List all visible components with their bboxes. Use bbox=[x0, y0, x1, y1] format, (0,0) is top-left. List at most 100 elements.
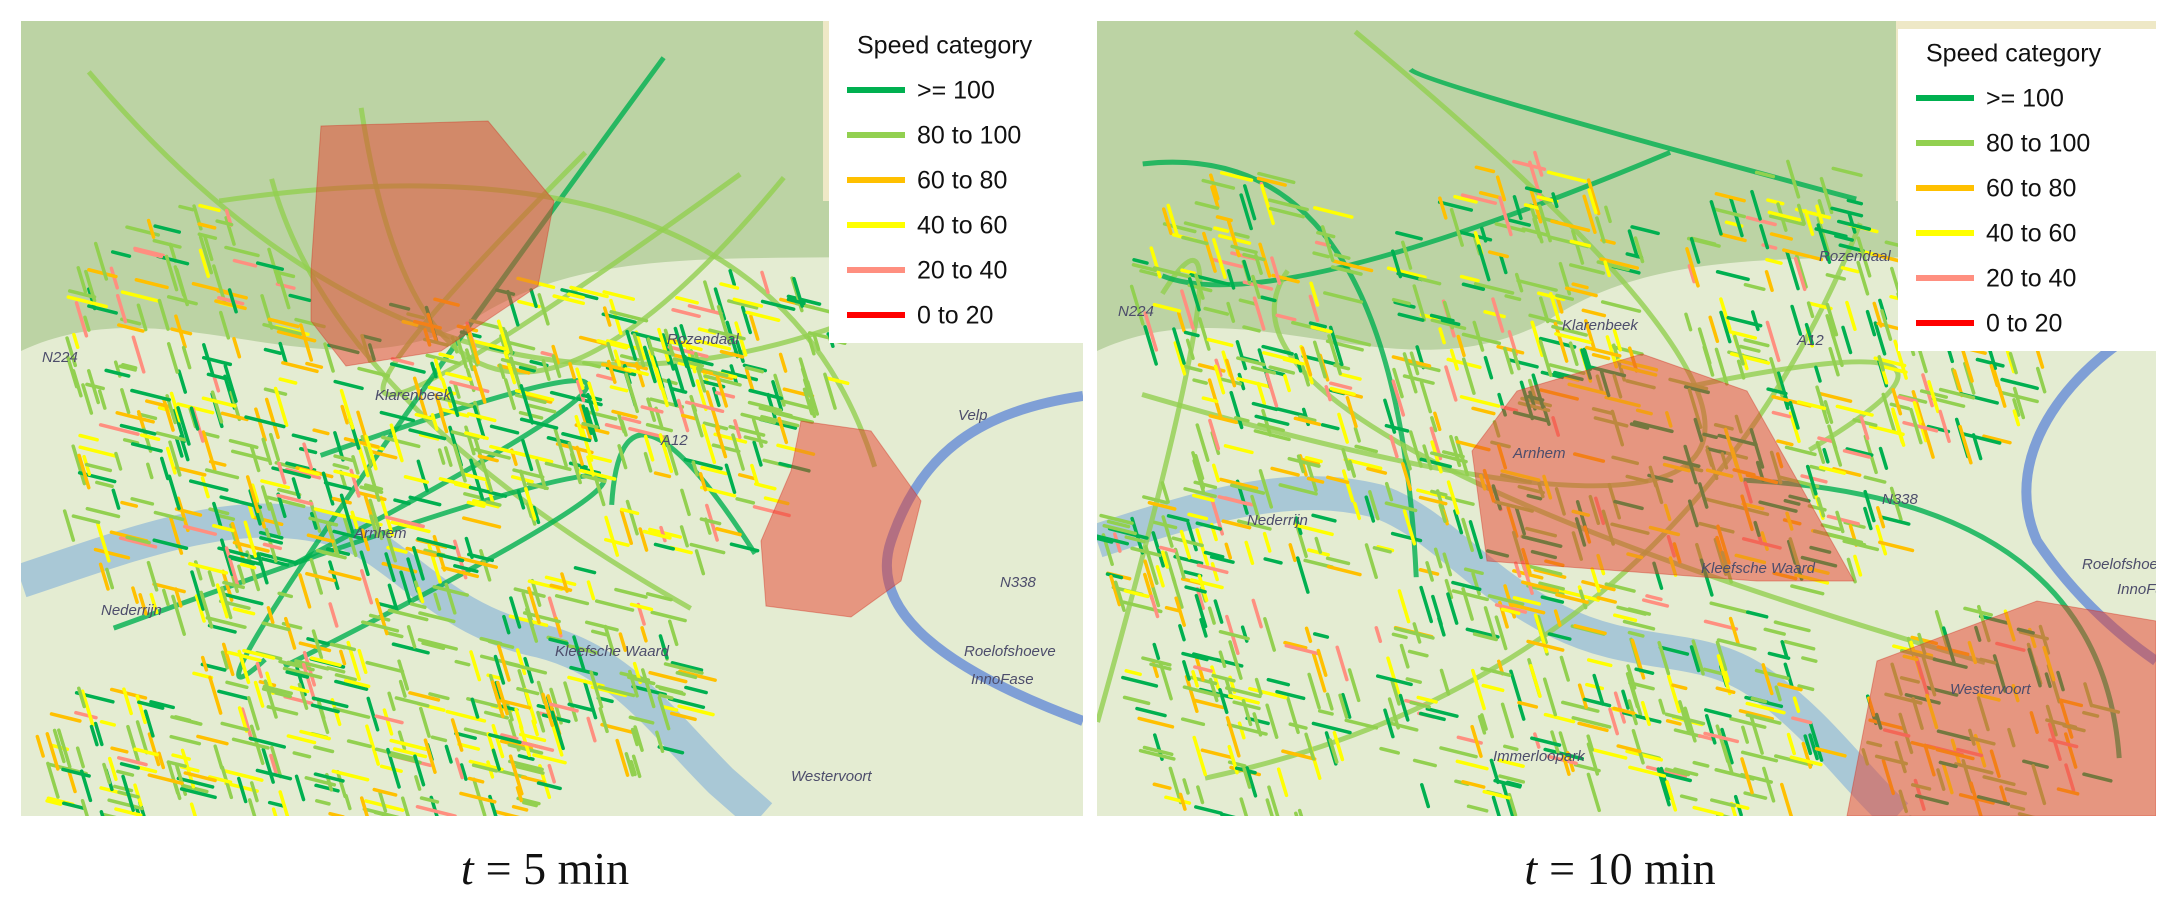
road-segment bbox=[1237, 721, 1246, 740]
road-segment bbox=[1461, 780, 1486, 789]
road-segment bbox=[1745, 215, 1777, 227]
road-segment bbox=[1242, 252, 1266, 262]
road-segment bbox=[1230, 244, 1258, 255]
road-segment bbox=[719, 282, 740, 290]
road-segment bbox=[1555, 593, 1589, 605]
road-segment bbox=[1865, 309, 1877, 337]
road-segment bbox=[1391, 632, 1408, 640]
road-segment bbox=[1872, 301, 1883, 328]
road-segment bbox=[87, 287, 97, 311]
road-segment bbox=[762, 415, 790, 425]
road-segment bbox=[1622, 619, 1656, 631]
road-segment bbox=[1210, 562, 1219, 582]
main-road bbox=[609, 432, 758, 555]
road-segment bbox=[1398, 693, 1410, 722]
road-segment bbox=[1223, 444, 1254, 455]
road-segment bbox=[673, 326, 689, 369]
road-segment bbox=[1819, 176, 1834, 215]
road-segment bbox=[654, 367, 669, 408]
road-segment bbox=[1726, 315, 1763, 328]
road-segment bbox=[1395, 231, 1423, 241]
road-segment bbox=[825, 376, 850, 386]
road-segment bbox=[745, 310, 781, 322]
road-segment bbox=[515, 648, 527, 676]
road-segment bbox=[372, 787, 398, 797]
road-segment bbox=[749, 314, 760, 341]
road-segment bbox=[46, 761, 60, 799]
road-segment bbox=[1473, 282, 1515, 295]
road-segment bbox=[498, 363, 506, 380]
road-segment bbox=[197, 232, 218, 240]
road-segment bbox=[255, 261, 285, 271]
road-segment bbox=[1516, 278, 1558, 292]
road-segment bbox=[454, 757, 464, 780]
road-segment bbox=[1538, 336, 1577, 349]
reach-area bbox=[310, 120, 555, 367]
road-segment bbox=[1627, 229, 1639, 259]
legend-label: 0 to 20 bbox=[1986, 310, 2062, 338]
road-segment bbox=[553, 426, 568, 468]
road-segment bbox=[1311, 721, 1352, 735]
road-segment bbox=[1511, 348, 1521, 371]
road-segment bbox=[625, 499, 639, 536]
road-segment bbox=[220, 586, 233, 620]
road-segment bbox=[1546, 754, 1578, 766]
road-segment bbox=[1191, 670, 1199, 688]
road-segment bbox=[1510, 603, 1546, 615]
road-segment bbox=[1529, 663, 1542, 698]
road-segment bbox=[1724, 329, 1758, 340]
road-segment bbox=[208, 459, 227, 467]
road-segment bbox=[670, 661, 704, 672]
road-segment bbox=[1692, 805, 1724, 817]
road-segment bbox=[220, 411, 249, 422]
road-segment bbox=[1151, 585, 1161, 608]
road-segment bbox=[223, 769, 264, 782]
road-segment bbox=[1449, 348, 1459, 371]
road-segment bbox=[438, 352, 454, 359]
road-segment bbox=[1502, 346, 1514, 375]
road-segment bbox=[634, 330, 646, 361]
road-segment bbox=[1550, 730, 1560, 754]
road-segment bbox=[366, 696, 380, 732]
road-segment bbox=[1710, 798, 1736, 808]
road-segment bbox=[1182, 685, 1221, 698]
road-segment bbox=[624, 367, 649, 377]
road-segment bbox=[408, 495, 442, 507]
road-segment bbox=[1961, 432, 2002, 445]
road-segment bbox=[335, 770, 347, 799]
road-segment bbox=[517, 754, 535, 761]
road-segment bbox=[1254, 414, 1290, 426]
road-segment bbox=[104, 368, 131, 378]
road-segment bbox=[398, 679, 407, 698]
road-segment bbox=[178, 717, 199, 725]
road-segment bbox=[465, 324, 481, 365]
road-segment bbox=[286, 734, 317, 745]
road-segment bbox=[1591, 352, 1611, 361]
road-segment bbox=[433, 358, 443, 381]
road-segment bbox=[1372, 546, 1392, 554]
road-segment bbox=[52, 728, 66, 764]
road-segment bbox=[1288, 722, 1308, 730]
road-segment bbox=[1999, 390, 2039, 404]
place-label: Nederrijn bbox=[1247, 512, 1308, 529]
road-segment bbox=[455, 336, 468, 369]
road-segment bbox=[1783, 662, 1794, 689]
road-segment bbox=[1183, 221, 1213, 232]
road-segment bbox=[1503, 744, 1519, 752]
road-segment bbox=[1237, 372, 1246, 391]
road-segment bbox=[260, 479, 291, 490]
road-segment bbox=[178, 204, 195, 212]
road-segment bbox=[416, 586, 425, 604]
road-segment bbox=[1430, 451, 1468, 464]
road-segment bbox=[1514, 561, 1522, 578]
road-segment bbox=[1754, 170, 1776, 179]
road-segment bbox=[1512, 195, 1523, 221]
road-segment bbox=[1091, 533, 1130, 546]
road-segment bbox=[1143, 559, 1155, 588]
road-segment bbox=[379, 410, 416, 423]
road-segment bbox=[387, 583, 399, 612]
road-segment bbox=[1536, 291, 1566, 302]
road-segment bbox=[586, 392, 601, 432]
road-segment bbox=[1769, 232, 1794, 241]
road-segment bbox=[1608, 707, 1620, 736]
